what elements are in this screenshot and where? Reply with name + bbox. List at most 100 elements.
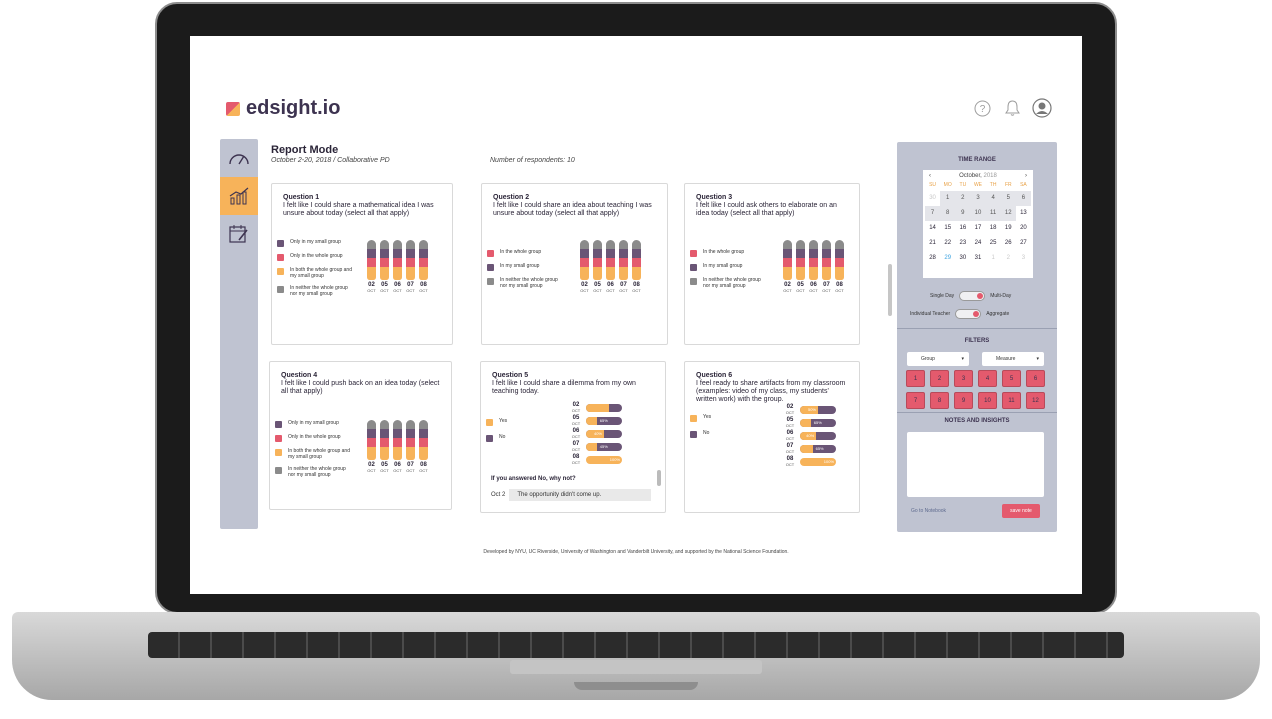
sidebar-item-dashboard[interactable] [220, 139, 258, 177]
x-tick-day: 02 [581, 282, 588, 288]
x-tick-day: 02 [784, 282, 791, 288]
question-card-4[interactable]: Question 4 I felt like I could push back… [269, 361, 452, 510]
stacked-bar-column [822, 240, 831, 280]
calendar-day[interactable]: 17 [974, 225, 982, 231]
stacked-bar-segment [593, 267, 602, 280]
calendar-day[interactable]: 16 [959, 225, 967, 231]
stacked-bar-segment [406, 447, 415, 460]
calendar-day[interactable]: 26 [1004, 240, 1012, 246]
calendar-day[interactable]: 10 [970, 206, 986, 221]
question-card-5[interactable]: Question 5 I felt like I could share a d… [480, 361, 666, 513]
answer-row: Oct 2 The opportunity didn't come up. [491, 489, 652, 501]
group-button[interactable]: 1 [906, 370, 925, 387]
calendar-day[interactable]: 2 [1006, 255, 1010, 261]
user-avatar-icon[interactable] [1032, 98, 1052, 118]
calendar-day[interactable]: 3 [1021, 255, 1026, 261]
calendar-day[interactable]: 4 [985, 191, 1001, 206]
group-button[interactable]: 7 [906, 392, 925, 409]
group-button[interactable]: 12 [1026, 392, 1045, 409]
calendar-day[interactable]: 1 [991, 255, 995, 261]
calendar-day[interactable]: 27 [1020, 240, 1027, 246]
card-scrollbar[interactable] [657, 470, 661, 486]
hbar-label: 100% [609, 457, 620, 462]
x-tick-month: OCT [406, 288, 415, 293]
calendar-day[interactable]: 6 [1015, 191, 1031, 206]
save-note-button[interactable]: save note [1002, 504, 1040, 518]
calendar-day[interactable]: 20 [1020, 225, 1027, 231]
chart-legend: Yes No [486, 418, 561, 448]
stacked-bar-column [619, 240, 628, 280]
group-button[interactable]: 11 [1002, 392, 1021, 409]
hbar-month: OCT [571, 447, 581, 452]
report-subtitle: October 2-20, 2018 / Collaborative PD [271, 157, 390, 164]
calendar-day[interactable]: 7 [925, 206, 941, 221]
stacked-bar-segment [835, 258, 844, 267]
calendar-day[interactable]: 25 [989, 240, 997, 246]
legend-label: In neither the whole group nor my small … [500, 277, 558, 289]
group-button[interactable]: 8 [930, 392, 949, 409]
group-button[interactable]: 2 [930, 370, 949, 387]
calendar-day[interactable]: 23 [959, 240, 967, 246]
go-to-notebook-link[interactable]: Go to Notebook [911, 508, 947, 514]
hbar-month: OCT [785, 410, 795, 415]
calendar-day[interactable]: 8 [940, 206, 956, 221]
calendar-day[interactable]: 5 [1000, 191, 1016, 206]
calendar-day[interactable]: 12 [1000, 206, 1016, 221]
calendar-day[interactable]: 18 [989, 225, 997, 231]
calendar-day[interactable]: 11 [985, 206, 1001, 221]
group-select[interactable]: Group ▾ [907, 352, 969, 366]
stacked-bar-segment [380, 249, 389, 258]
calendar-day[interactable]: 29 [944, 255, 952, 261]
question-card-1[interactable]: Question 1 I felt like I could share a m… [271, 183, 453, 345]
bell-icon[interactable] [1002, 98, 1022, 118]
yes-no-bar-chart: 02 OCT 50% 05 OCT 65% 06 OCT 40% 07 OCT 65% 08 OCT 100… [783, 404, 836, 469]
calendar-day[interactable]: 14 [929, 225, 936, 231]
calendar-day[interactable]: 31 [974, 255, 982, 261]
calendar-day[interactable]: 15 [944, 225, 952, 231]
yes-no-bar-chart: 02 OCT 05 OCT 65% 06 OCT 40% 07 OCT 45% 08 OCT 100% [569, 402, 622, 467]
question-card-2[interactable]: Question 2 I felt like I could share an … [481, 183, 668, 345]
calendar-day[interactable]: 28 [929, 255, 936, 261]
prev-month-icon[interactable]: ‹ [929, 173, 931, 179]
hbar-yes-fill: 50% [800, 405, 818, 414]
stacked-bar: 02 OCT [367, 240, 376, 293]
sidebar-item-calendar[interactable] [220, 215, 258, 253]
logo[interactable]: edsight.io [226, 97, 340, 120]
group-button[interactable]: 5 [1002, 370, 1021, 387]
stacked-bar-column [580, 240, 589, 280]
calendar-day[interactable]: 13 [1020, 210, 1027, 216]
stacked-bar-segment [380, 240, 389, 249]
view-mode-toggle[interactable] [955, 309, 982, 319]
calendar-day[interactable]: 19 [1004, 225, 1012, 231]
question-card-3[interactable]: Question 3 I felt like I could ask other… [684, 183, 860, 345]
stacked-bar-segment [367, 249, 376, 258]
calendar-day[interactable]: 22 [944, 240, 952, 246]
weekday-label: TU [959, 182, 967, 188]
question-title: Question 3 [696, 194, 733, 201]
calendar-day[interactable]: 30 [959, 255, 967, 261]
group-button[interactable]: 4 [978, 370, 997, 387]
group-button[interactable]: 9 [954, 392, 973, 409]
calendar-day[interactable]: 3 [970, 191, 986, 206]
notes-textarea[interactable] [907, 432, 1044, 497]
calendar-day[interactable]: 1 [940, 191, 956, 206]
calendar-day[interactable]: 21 [929, 240, 936, 246]
help-icon[interactable]: ? [972, 98, 992, 118]
calendar-day[interactable]: 9 [955, 206, 971, 221]
sidebar-item-reports[interactable] [220, 177, 258, 215]
day-mode-toggle[interactable] [959, 291, 986, 301]
hbar-label: 45% [599, 444, 608, 449]
calendar-day[interactable]: 2 [955, 191, 971, 206]
group-button[interactable]: 3 [954, 370, 973, 387]
calendar-day[interactable]: 30 [929, 195, 936, 201]
question-card-6[interactable]: Question 6 I feel ready to share artifac… [684, 361, 860, 513]
gauge-icon [229, 154, 249, 165]
next-month-icon[interactable]: › [1025, 173, 1027, 179]
group-button[interactable]: 10 [978, 392, 997, 409]
calendar-day[interactable]: 24 [974, 240, 982, 246]
group-button[interactable]: 6 [1026, 370, 1045, 387]
measure-select[interactable]: Measure ▾ [982, 352, 1044, 366]
stacked-bar-column [406, 240, 415, 280]
main-scrollbar[interactable] [888, 264, 892, 316]
hbar-label: 65% [815, 446, 824, 451]
